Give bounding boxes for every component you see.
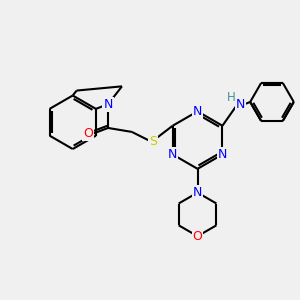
Text: N: N bbox=[168, 148, 177, 161]
Text: S: S bbox=[149, 135, 157, 148]
Text: N: N bbox=[193, 186, 202, 199]
Text: N: N bbox=[218, 148, 227, 161]
Text: N: N bbox=[193, 105, 202, 118]
Text: H: H bbox=[227, 92, 236, 104]
Text: N: N bbox=[236, 98, 245, 111]
Text: O: O bbox=[193, 230, 202, 243]
Text: O: O bbox=[83, 128, 93, 140]
Text: N: N bbox=[103, 98, 113, 111]
